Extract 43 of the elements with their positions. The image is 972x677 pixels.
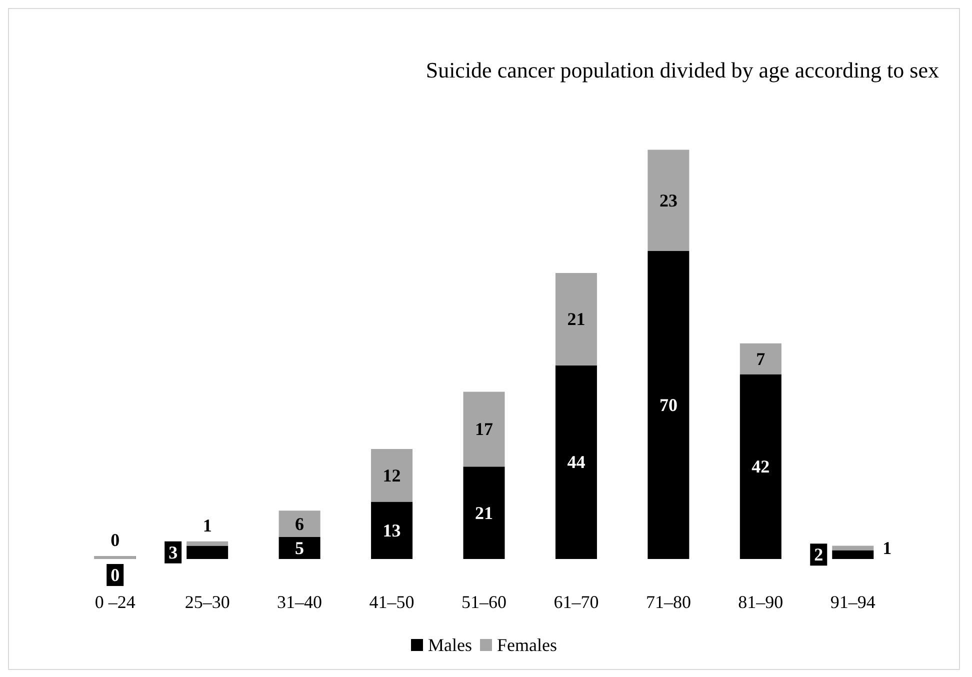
legend-label: Females <box>497 635 557 655</box>
data-label: 6 <box>295 514 304 534</box>
bar <box>371 449 413 502</box>
data-label: 21 <box>567 309 586 330</box>
bar <box>648 251 690 559</box>
chart-title: Suicide cancer population divided by age according to sex <box>426 58 940 82</box>
data-label: 23 <box>659 190 678 210</box>
data-label: 13 <box>382 520 401 540</box>
data-label: 7 <box>756 348 766 369</box>
bar <box>648 150 690 251</box>
bar <box>186 546 228 559</box>
data-label: 0 <box>110 530 120 550</box>
data-label: 12 <box>382 465 401 486</box>
data-label: 17 <box>475 419 493 440</box>
data-label: 21 <box>475 502 493 523</box>
x-tick-label: 71–80 <box>646 592 691 612</box>
bar <box>463 392 505 467</box>
x-tick-label: 51–60 <box>462 592 506 612</box>
x-tick-label: 0 –24 <box>94 592 136 612</box>
bar <box>186 541 228 546</box>
data-label: 44 <box>567 452 586 472</box>
bar <box>555 365 597 559</box>
bar <box>832 546 874 550</box>
data-label: 1 <box>882 538 892 558</box>
bar <box>740 374 782 559</box>
x-tick-label: 91–94 <box>830 592 876 612</box>
x-tick-label: 31–40 <box>277 592 322 612</box>
data-label: 3 <box>168 542 178 562</box>
x-tick-label: 61–70 <box>554 592 599 612</box>
bar <box>832 550 874 559</box>
data-label: 42 <box>752 456 770 477</box>
x-tick-label: 81–90 <box>738 592 784 612</box>
data-label: 5 <box>295 538 304 558</box>
bar <box>740 343 782 374</box>
bar <box>555 273 597 366</box>
data-label: 0 <box>110 565 120 585</box>
x-tick-label: 25–30 <box>184 592 230 612</box>
data-label: 70 <box>659 395 678 415</box>
x-tick-label: 41–50 <box>369 592 414 612</box>
legend-label: Males <box>428 635 472 655</box>
bar <box>278 510 320 537</box>
data-label: 2 <box>814 544 824 565</box>
data-label: 1 <box>202 515 212 536</box>
